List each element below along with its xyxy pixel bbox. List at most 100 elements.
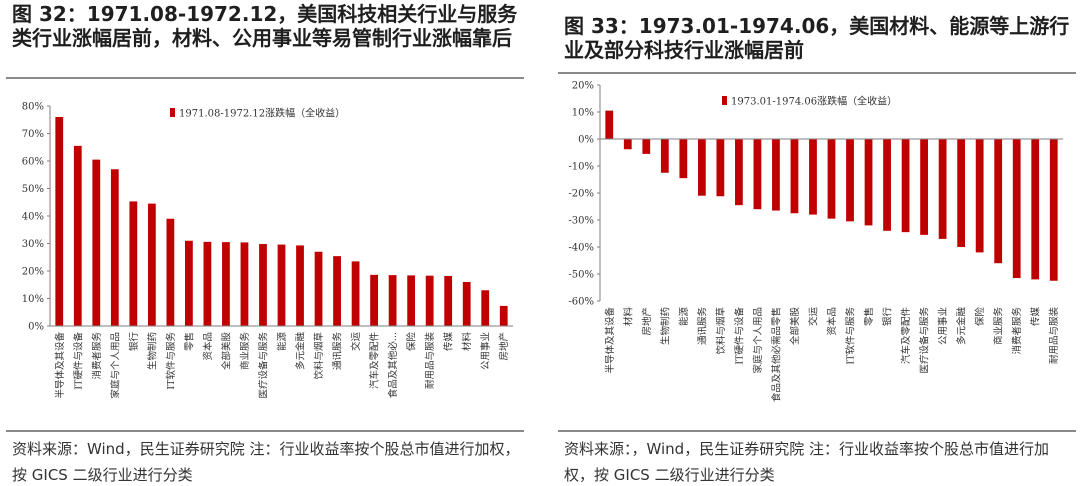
y-tick-label: 50% — [22, 184, 44, 195]
figure-33-source-note: 资料来源：，Wind，民生证券研究院 注：行业收益率按个股总市值进行加权，按 G… — [564, 440, 1049, 484]
category-label: 能源 — [276, 332, 288, 352]
bar — [481, 290, 490, 326]
bar — [444, 275, 453, 326]
bar — [129, 201, 138, 326]
bar — [920, 139, 928, 235]
y-tick-label: -40% — [568, 243, 594, 254]
category-label: 家庭与个人用品 — [752, 307, 764, 374]
category-label: 资本品 — [202, 332, 214, 361]
y-tick-label: 40% — [22, 212, 44, 223]
y-tick-label: 0% — [578, 135, 594, 146]
y-tick-label: 70% — [22, 129, 44, 140]
bar — [864, 139, 873, 226]
bar — [147, 203, 156, 326]
bar — [1049, 139, 1058, 281]
category-label: 房地产 — [498, 332, 510, 361]
bar — [827, 139, 836, 219]
figure-32-title: 图 32：1971.08-1972.12，美国科技相关行业与服务类行业涨幅居前，… — [12, 2, 518, 50]
bar — [1012, 139, 1021, 279]
category-label: 商业服务 — [239, 332, 251, 371]
category-label: IT软件与服务 — [165, 332, 177, 390]
bar — [994, 139, 1003, 264]
category-label: 家庭与个人用品 — [109, 332, 121, 399]
category-label: 零售 — [183, 332, 195, 351]
bar — [370, 274, 378, 326]
bar — [605, 110, 614, 139]
category-label: 保险 — [974, 307, 986, 327]
bar — [1031, 139, 1040, 280]
bar — [679, 139, 688, 179]
category-label: 全部美股 — [789, 307, 801, 346]
category-label: 汽车及零配件 — [369, 332, 381, 390]
figure-33-title-rule — [558, 72, 1076, 74]
category-label: 医疗设备与服务 — [919, 307, 931, 374]
y-tick-label: 20% — [572, 81, 594, 92]
figure-32-source-rule — [6, 430, 524, 432]
figure-33-source-rule — [558, 430, 1076, 432]
category-label: 银行 — [882, 307, 894, 327]
category-label: 传媒 — [443, 332, 455, 352]
bar — [388, 275, 397, 326]
bar — [333, 256, 341, 326]
bar — [642, 139, 651, 154]
category-label: 交运 — [807, 307, 819, 327]
legend-swatch — [722, 96, 727, 105]
category-label: 饮料与烟草 — [313, 332, 325, 380]
y-tick-label: 20% — [22, 267, 44, 278]
category-label: 传媒 — [1030, 307, 1042, 327]
y-tick-label: -20% — [568, 189, 594, 200]
bar — [716, 139, 725, 197]
bar — [240, 242, 249, 326]
category-label: IT硬件与设备 — [72, 332, 84, 390]
category-label: 半导体及其设备 — [54, 332, 66, 399]
bar — [407, 275, 416, 326]
bar — [660, 139, 669, 173]
bar — [790, 139, 799, 214]
figure-33-panel: 图 33：1973.01-1974.06，美国材料、能源等上游行业及部分科技行业… — [552, 0, 1080, 486]
category-label: 房地产 — [641, 307, 653, 336]
bar — [938, 139, 947, 239]
category-label: 通讯服务 — [332, 332, 344, 371]
category-label: 保险 — [406, 332, 418, 352]
figure-32-panel: 图 32：1971.08-1972.12，美国科技相关行业与服务类行业涨幅居前，… — [0, 0, 528, 486]
bar — [55, 117, 64, 326]
bar — [809, 139, 817, 215]
legend-label: 1971.08-1972.12涨跌幅（全收益） — [179, 107, 345, 120]
bar — [462, 282, 471, 326]
bar — [499, 305, 508, 326]
bar — [846, 139, 854, 222]
category-label: 饮料与烟草 — [715, 307, 727, 355]
category-label: 交运 — [350, 332, 362, 352]
bar — [166, 218, 175, 326]
bar — [203, 241, 212, 326]
category-label: 半导体及其设备 — [604, 307, 616, 374]
figure-32-chart: 0% 10% 20% 30% 40% 50% 60% 70% 80% 半导体及其设备 IT硬件与设备… — [22, 102, 513, 399]
y-tick-label: -10% — [568, 162, 594, 173]
bar — [623, 139, 632, 150]
category-label: 商业服务 — [993, 307, 1005, 346]
category-label: IT软件与服务 — [845, 307, 857, 365]
category-label: 消费者服务 — [91, 332, 103, 380]
bar — [314, 251, 323, 326]
category-label: 生物制药 — [659, 307, 671, 345]
bar — [883, 139, 891, 231]
category-label: 消费者服务 — [1011, 307, 1023, 355]
category-label: 材料 — [461, 332, 473, 352]
figure-32-source-note: 资料来源：Wind，民生证券研究院 注：行业收益率按个股总市值进行加权，按 GI… — [12, 440, 520, 484]
y-tick-label: 10% — [22, 294, 44, 305]
legend-label: 1973.01-1974.06涨跌幅（全收益） — [731, 95, 897, 108]
category-label: 资本品 — [826, 307, 838, 336]
category-label: 材料 — [622, 307, 634, 327]
category-label: 生物制药 — [146, 332, 158, 370]
y-tick-label: 60% — [22, 157, 44, 168]
category-label: 耐用品与服装 — [424, 332, 436, 390]
y-tick-label: -50% — [568, 270, 594, 281]
figure-32-title-rule — [6, 77, 524, 79]
category-label: 汽车及零配件 — [900, 307, 912, 365]
bar — [735, 139, 743, 206]
category-label: 通讯服务 — [696, 307, 708, 346]
y-tick-label: -30% — [568, 216, 594, 227]
category-label: 食品及其他必需品零售 — [770, 307, 782, 402]
y-tick-label: 30% — [22, 239, 44, 250]
legend-swatch — [170, 108, 175, 117]
